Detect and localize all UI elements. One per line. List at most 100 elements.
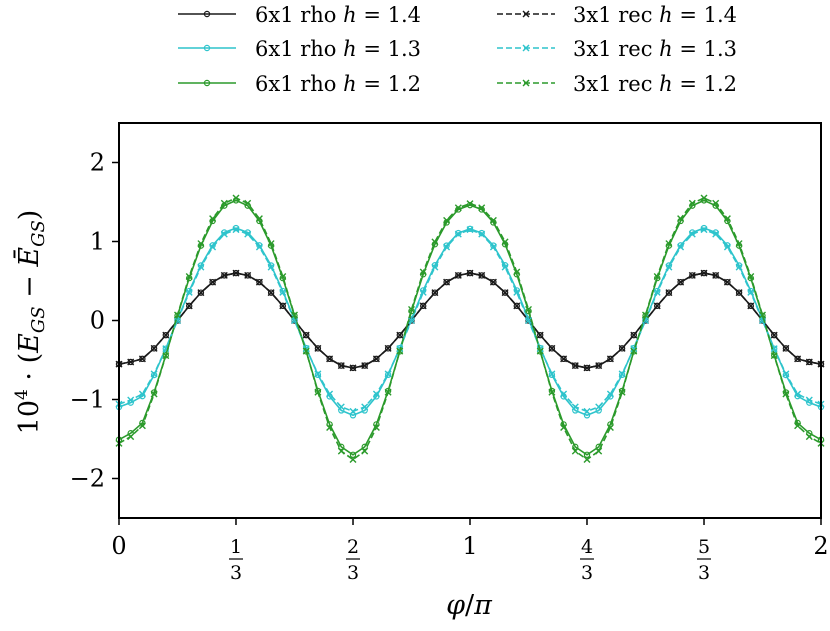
data-point: [174, 311, 181, 319]
data-point: [595, 362, 603, 370]
data-point: [513, 302, 521, 310]
data-point: [513, 268, 521, 276]
legend-entry: 3x1 rec h = 1.2: [497, 72, 737, 96]
data-point: [478, 204, 486, 212]
data-point: [677, 243, 685, 251]
x-tick-fraction: 53: [697, 536, 712, 584]
data-point: [501, 289, 509, 297]
data-point: [185, 288, 193, 296]
x-tick-denominator: 3: [347, 562, 359, 584]
y-tick-label: 0: [90, 307, 105, 335]
data-point: [489, 216, 497, 224]
data-point: [349, 412, 357, 419]
data-point: [712, 199, 720, 207]
series-line: [118, 272, 822, 369]
data-point: [747, 288, 755, 296]
data-point: [536, 347, 544, 355]
data-point: [723, 243, 731, 251]
data-point: [700, 224, 708, 232]
data-point: [314, 345, 322, 352]
data-point: [735, 263, 743, 271]
data-point: [595, 447, 603, 455]
data-point: [419, 268, 427, 276]
data-point: [454, 271, 462, 279]
data-point: [337, 403, 345, 411]
data-point: [595, 403, 603, 411]
data-point: [724, 278, 731, 286]
data-point: [571, 403, 579, 411]
data-point: [794, 390, 802, 398]
data-point: [361, 447, 369, 455]
data-point: [805, 396, 813, 404]
data-point: [302, 331, 310, 339]
data-point: [197, 263, 205, 271]
data-point: [805, 358, 813, 366]
data-point: [653, 288, 661, 296]
data-point: [618, 387, 626, 395]
data-point: [595, 362, 602, 369]
data-point: [349, 407, 357, 415]
legend-label: 6x1 rho h = 1.4: [255, 3, 421, 27]
data-point: [583, 407, 591, 415]
data-point: [536, 331, 544, 339]
x-tick-numerator: 1: [230, 536, 242, 558]
data-point: [185, 302, 193, 310]
data-point: [653, 302, 661, 310]
data-point: [326, 355, 334, 363]
x-tick-denominator: 3: [698, 562, 710, 584]
data-point: [384, 344, 392, 352]
data-point: [747, 272, 755, 280]
data-point: [466, 200, 474, 208]
data-point: [712, 230, 720, 238]
data-point: [162, 331, 170, 339]
data-point: [431, 263, 439, 271]
data-point: [197, 289, 205, 297]
legend-swatch-marker: [522, 79, 530, 87]
data-point: [209, 243, 217, 251]
x-tick-fraction: 13: [228, 536, 243, 584]
data-point: [782, 345, 790, 352]
data-point: [314, 371, 322, 379]
data-point: [489, 278, 497, 286]
data-point: [501, 263, 509, 271]
data-point: [700, 194, 708, 202]
x-tick-numerator: 4: [581, 536, 593, 558]
data-point: [244, 271, 252, 279]
series-3x1-rec-h1.3: [115, 226, 825, 415]
data-point: [384, 388, 392, 396]
data-point: [700, 269, 708, 277]
data-point: [373, 355, 380, 363]
data-point: [443, 278, 450, 286]
data-point: [665, 240, 673, 248]
series-line: [118, 197, 822, 461]
data-point: [314, 344, 322, 352]
legend-entry: 6x1 rho h = 1.2: [178, 72, 421, 96]
data-point: [525, 317, 532, 324]
data-point: [279, 272, 287, 280]
data-point: [232, 226, 240, 234]
y-tick-label: 2: [90, 149, 105, 177]
data-point: [525, 307, 532, 315]
data-point: [677, 278, 684, 286]
data-point: [689, 272, 696, 279]
data-point: [723, 215, 731, 223]
data-point: [443, 216, 451, 224]
data-point: [513, 302, 521, 310]
data-point: [255, 243, 263, 251]
x-tick-denominator: 3: [230, 562, 242, 584]
data-point: [735, 240, 743, 248]
series-layer: [115, 194, 825, 464]
legend-entry: 3x1 rec h = 1.3: [497, 37, 737, 61]
data-point: [455, 229, 462, 237]
data-point: [384, 370, 392, 378]
data-point: [209, 215, 217, 223]
data-point: [326, 355, 333, 363]
legend-swatch-marker: [522, 44, 530, 52]
data-point: [255, 215, 263, 223]
legend-entry: 3x1 rec h = 1.4: [497, 3, 737, 27]
data-point: [443, 243, 451, 251]
data-point: [291, 311, 298, 319]
data-point: [688, 199, 696, 207]
data-point: [372, 390, 380, 398]
